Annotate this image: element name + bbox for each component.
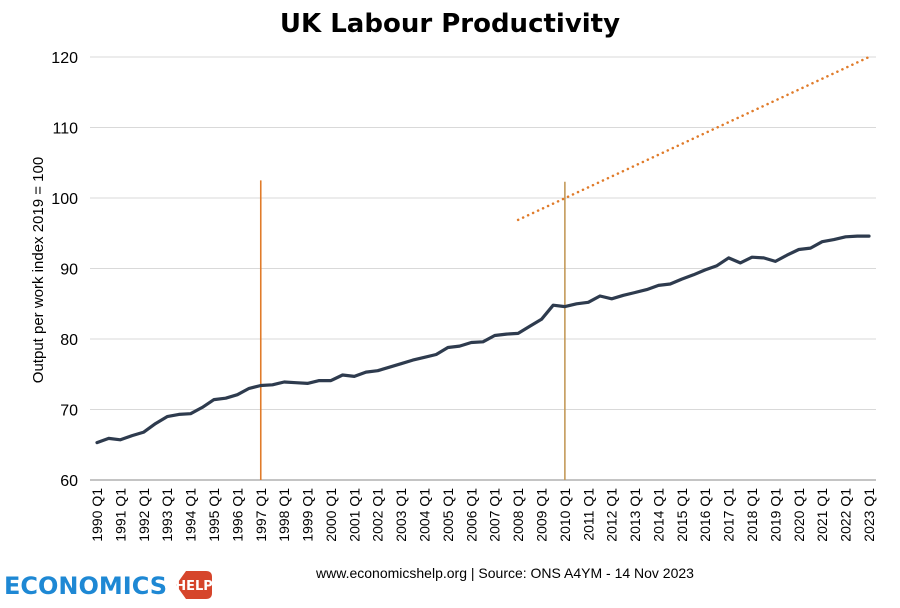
x-tick-1991-Q1: 1991 Q1: [112, 488, 128, 542]
trend-line: [516, 55, 871, 222]
x-tick-1996-Q1: 1996 Q1: [229, 488, 245, 542]
x-tick-2007-Q1: 2007 Q1: [487, 488, 503, 542]
x-tick-2008-Q1: 2008 Q1: [510, 488, 526, 542]
chart-title: UK Labour Productivity: [280, 9, 620, 39]
x-tick-1993-Q1: 1993 Q1: [159, 488, 175, 542]
source-text: www.economicshelp.org | Source: ONS A4YM…: [315, 565, 694, 581]
logo-word: ECONOMICS: [4, 572, 167, 600]
economics-help-logo[interactable]: ECONOMICS HELP: [4, 571, 213, 600]
x-tick-1995-Q1: 1995 Q1: [206, 488, 222, 542]
logo-badge: [176, 571, 212, 599]
x-tick-2014-Q1: 2014 Q1: [650, 488, 666, 542]
y-tick-70: 70: [60, 403, 78, 420]
x-tick-2009-Q1: 2009 Q1: [533, 488, 549, 542]
x-tick-2001-Q1: 2001 Q1: [346, 488, 362, 542]
y-tick-110: 110: [52, 121, 78, 138]
x-tick-2004-Q1: 2004 Q1: [417, 488, 433, 542]
x-tick-2013-Q1: 2013 Q1: [627, 488, 643, 542]
y-tick-90: 90: [60, 262, 78, 279]
x-tick-2010-Q1: 2010 Q1: [557, 488, 573, 542]
x-tick-labels: 1990 Q1 1991 Q1 1992 Q1 1993 Q1 1994 Q1 1995 …: [89, 488, 877, 542]
x-tick-2017-Q1: 2017 Q1: [721, 488, 737, 542]
x-tick-2016-Q1: 2016 Q1: [697, 488, 713, 542]
y-tick-80: 80: [60, 332, 78, 349]
x-tick-1999-Q1: 1999 Q1: [300, 488, 316, 542]
y-tick-labels: 60 70 80 90 100 110 120: [51, 50, 78, 490]
x-tick-1998-Q1: 1998 Q1: [276, 488, 292, 542]
y-tick-120: 120: [51, 50, 78, 67]
x-tick-2006-Q1: 2006 Q1: [463, 488, 479, 542]
x-tick-2022-Q1: 2022 Q1: [838, 488, 854, 542]
x-tick-2005-Q1: 2005 Q1: [440, 488, 456, 542]
x-tick-1992-Q1: 1992 Q1: [136, 488, 152, 542]
x-tick-2011-Q1: 2011 Q1: [580, 488, 596, 541]
gridlines: [90, 56, 876, 481]
x-tick-2015-Q1: 2015 Q1: [674, 488, 690, 542]
x-tick-2020-Q1: 2020 Q1: [791, 488, 807, 542]
x-tick-1997-Q1: 1997 Q1: [253, 488, 269, 542]
y-axis-label: Output per work index 2019 = 100: [30, 157, 47, 383]
x-tick-2021-Q1: 2021 Q1: [814, 488, 830, 542]
y-tick-60: 60: [60, 473, 78, 490]
x-tick-1994-Q1: 1994 Q1: [183, 488, 199, 542]
x-tick-2003-Q1: 2003 Q1: [393, 488, 409, 542]
x-tick-2018-Q1: 2018 Q1: [744, 488, 760, 542]
series-lines: [95, 55, 871, 445]
vertical-markers: [259, 180, 566, 480]
x-tick-2019-Q1: 2019 Q1: [767, 488, 783, 542]
logo-help-text: HELP: [175, 579, 213, 594]
x-tick-2000-Q1: 2000 Q1: [323, 488, 339, 542]
y-tick-100: 100: [51, 191, 78, 208]
x-tick-2012-Q1: 2012 Q1: [604, 488, 620, 542]
x-tick-2002-Q1: 2002 Q1: [370, 488, 386, 542]
x-tick-1990-Q1: 1990 Q1: [89, 488, 105, 542]
productivity-line: [95, 234, 871, 445]
x-tick-2023-Q1: 2023 Q1: [861, 488, 877, 542]
